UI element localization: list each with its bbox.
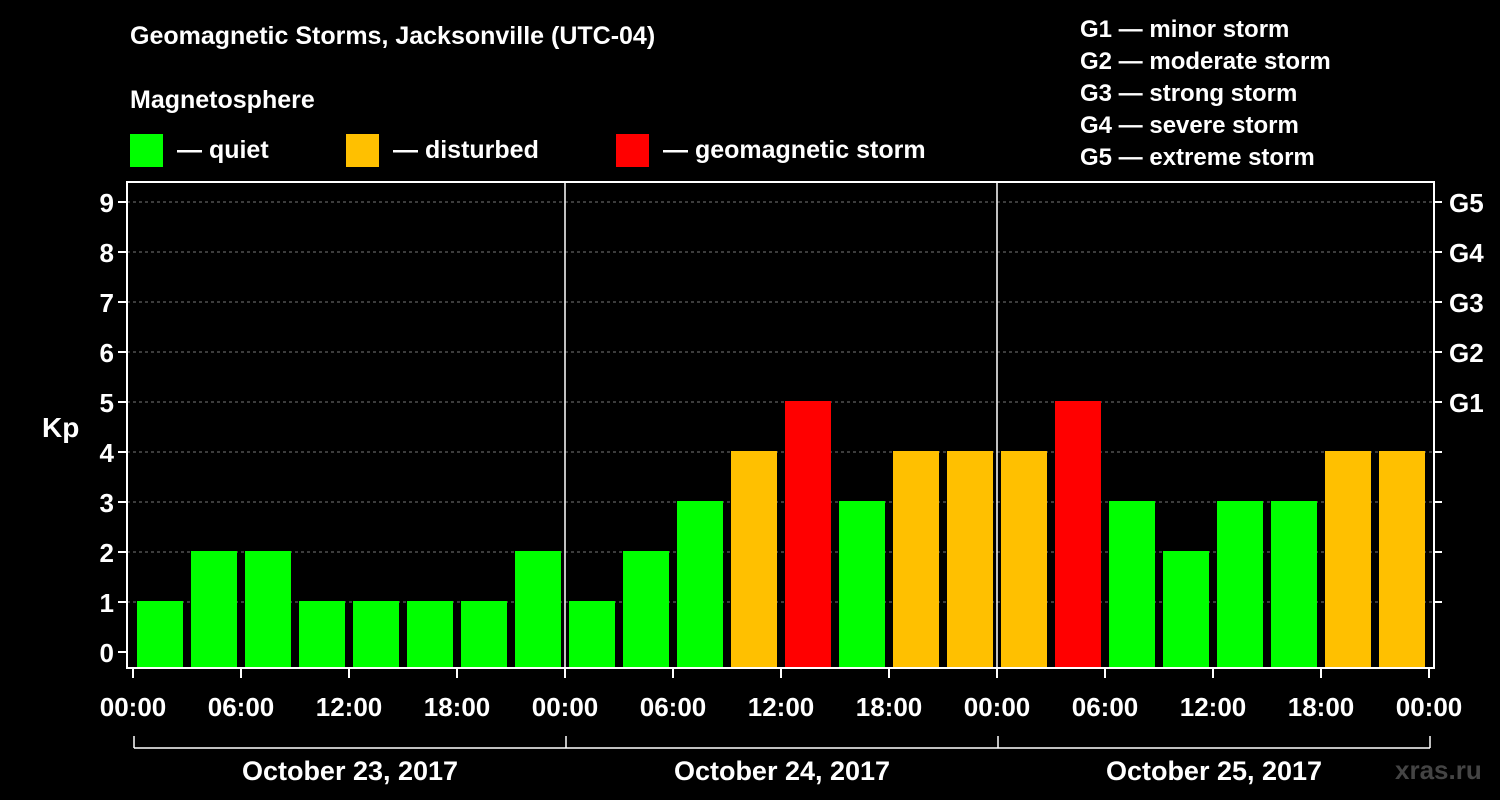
legend-item-storm: — geomagnetic storm xyxy=(616,133,926,167)
legend-label-storm: — geomagnetic storm xyxy=(663,135,926,164)
legend-label-disturbed: — disturbed xyxy=(393,135,539,164)
g-scale-item: G3 — strong storm xyxy=(1080,80,1298,107)
legend-label-quiet: — quiet xyxy=(177,135,269,164)
g-scale-item: G4 — severe storm xyxy=(1080,112,1299,139)
y-tick-label: 4 xyxy=(100,438,115,468)
kp-bar xyxy=(1217,501,1263,668)
y-tick-label: 3 xyxy=(100,488,114,518)
g-level-label: G4 xyxy=(1449,238,1484,268)
x-tick-label: 00:00 xyxy=(1396,692,1463,722)
legend-swatch-disturbed xyxy=(346,133,379,167)
kp-bar xyxy=(299,601,345,668)
x-tick-label: 00:00 xyxy=(100,692,167,722)
x-tick-label: 18:00 xyxy=(1288,692,1355,722)
x-tick-label: 12:00 xyxy=(316,692,383,722)
kp-bar xyxy=(1109,501,1155,668)
kp-bar xyxy=(1271,501,1317,668)
kp-bar xyxy=(1055,401,1101,668)
kp-bar xyxy=(191,551,237,668)
kp-bar xyxy=(1163,551,1209,668)
y-tick-label: 8 xyxy=(100,238,114,268)
x-tick-label: 00:00 xyxy=(964,692,1031,722)
legend-heading: Magnetosphere xyxy=(130,86,315,114)
kp-bar xyxy=(677,501,723,668)
chart-title: Geomagnetic Storms, Jacksonville (UTC-04… xyxy=(130,22,656,50)
kp-bar xyxy=(245,551,291,668)
y-axis-label: Kp xyxy=(42,412,80,443)
kp-bar xyxy=(515,551,561,668)
g-scale-item: G1 — minor storm xyxy=(1080,16,1290,43)
g-level-label: G2 xyxy=(1449,338,1484,368)
kp-bar xyxy=(353,601,399,668)
g-scale-legend: G1 — minor storm G2 — moderate storm G3 … xyxy=(1080,14,1331,174)
g-scale-item: G5 — extreme storm xyxy=(1080,144,1315,171)
kp-bar xyxy=(893,451,939,668)
g-scale-item: G2 — moderate storm xyxy=(1080,48,1331,75)
watermark: xras.ru xyxy=(1395,755,1482,785)
date-label: October 25, 2017 xyxy=(1106,756,1322,786)
x-tick-label: 00:00 xyxy=(532,692,599,722)
kp-bar xyxy=(569,601,615,668)
y-tick-label: 2 xyxy=(100,538,114,568)
y-tick-label: 1 xyxy=(100,588,114,618)
x-tick-label: 06:00 xyxy=(208,692,275,722)
y-tick-label: 7 xyxy=(100,288,114,318)
kp-bar xyxy=(947,451,993,668)
g-level-label: G1 xyxy=(1449,388,1484,418)
legend-swatch-quiet xyxy=(130,133,163,167)
g-level-label: G3 xyxy=(1449,288,1484,318)
kp-bar xyxy=(785,401,831,668)
y-tick-label: 6 xyxy=(100,338,114,368)
x-tick-label: 06:00 xyxy=(1072,692,1139,722)
kp-bar xyxy=(839,501,885,668)
legend-swatch-storm xyxy=(616,133,649,167)
date-label: October 23, 2017 xyxy=(242,756,458,786)
y-tick-label: 9 xyxy=(100,188,114,218)
x-tick-label: 12:00 xyxy=(1180,692,1247,722)
kp-bar xyxy=(461,601,507,668)
legend-item-quiet: — quiet xyxy=(130,133,269,167)
x-tick-label: 06:00 xyxy=(640,692,707,722)
legend-item-disturbed: — disturbed xyxy=(346,133,539,167)
x-tick-label: 18:00 xyxy=(856,692,923,722)
kp-bar xyxy=(137,601,183,668)
x-tick-label: 18:00 xyxy=(424,692,491,722)
y-tick-label: 0 xyxy=(100,638,114,668)
g-level-label: G5 xyxy=(1449,188,1484,218)
kp-bar xyxy=(407,601,453,668)
kp-bar xyxy=(1325,451,1371,668)
kp-bar xyxy=(731,451,777,668)
date-label: October 24, 2017 xyxy=(674,756,890,786)
x-tick-label: 12:00 xyxy=(748,692,815,722)
kp-bar xyxy=(623,551,669,668)
kp-bar xyxy=(1001,451,1047,668)
kp-bar xyxy=(1379,451,1425,668)
y-tick-label: 5 xyxy=(100,388,114,418)
